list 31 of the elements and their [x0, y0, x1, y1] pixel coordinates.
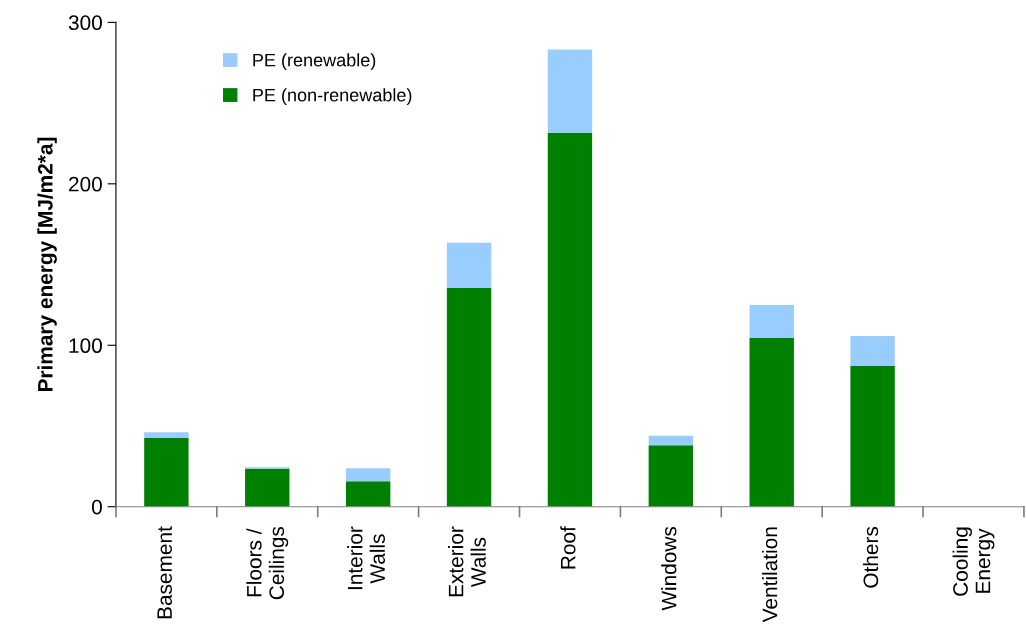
bar: [547, 132, 593, 507]
legend-label: PE (renewable): [253, 53, 376, 71]
bar: [345, 481, 391, 507]
x-tick-label: Others: [862, 526, 879, 588]
bar: [749, 304, 794, 339]
legend-label: PE (non-renewable): [253, 88, 412, 106]
bar: [850, 365, 895, 507]
x-tick-label: Basement: [157, 526, 172, 619]
x-tick-label: Roof: [560, 526, 576, 569]
bar: [144, 438, 189, 507]
bar: [446, 242, 492, 288]
bar: [547, 49, 593, 133]
bar: [446, 287, 492, 507]
bar: [245, 469, 290, 507]
x-tick-label: Interior Walls: [347, 526, 385, 590]
bar: [850, 335, 895, 366]
bar: [144, 432, 189, 439]
x-tick-label: Ventilation: [762, 527, 778, 623]
bar: [648, 445, 694, 507]
bar: [648, 435, 694, 446]
y-tick-label: 0: [91, 499, 102, 515]
x-tick-label: Windows: [661, 526, 677, 611]
x-tick-label: Exterior Walls: [448, 526, 486, 597]
y-tick-label: 300: [68, 15, 102, 31]
y-tick-label: 100: [69, 338, 102, 354]
x-tick-label: Cooling Energy: [952, 527, 995, 596]
bar: [749, 338, 794, 507]
y-axis-title: Primary energy [MJ/m2*a]: [37, 137, 57, 392]
y-tick-label: 200: [69, 176, 102, 192]
x-tick-label: Floors / Ceilings: [246, 526, 289, 600]
bar: [345, 468, 391, 482]
